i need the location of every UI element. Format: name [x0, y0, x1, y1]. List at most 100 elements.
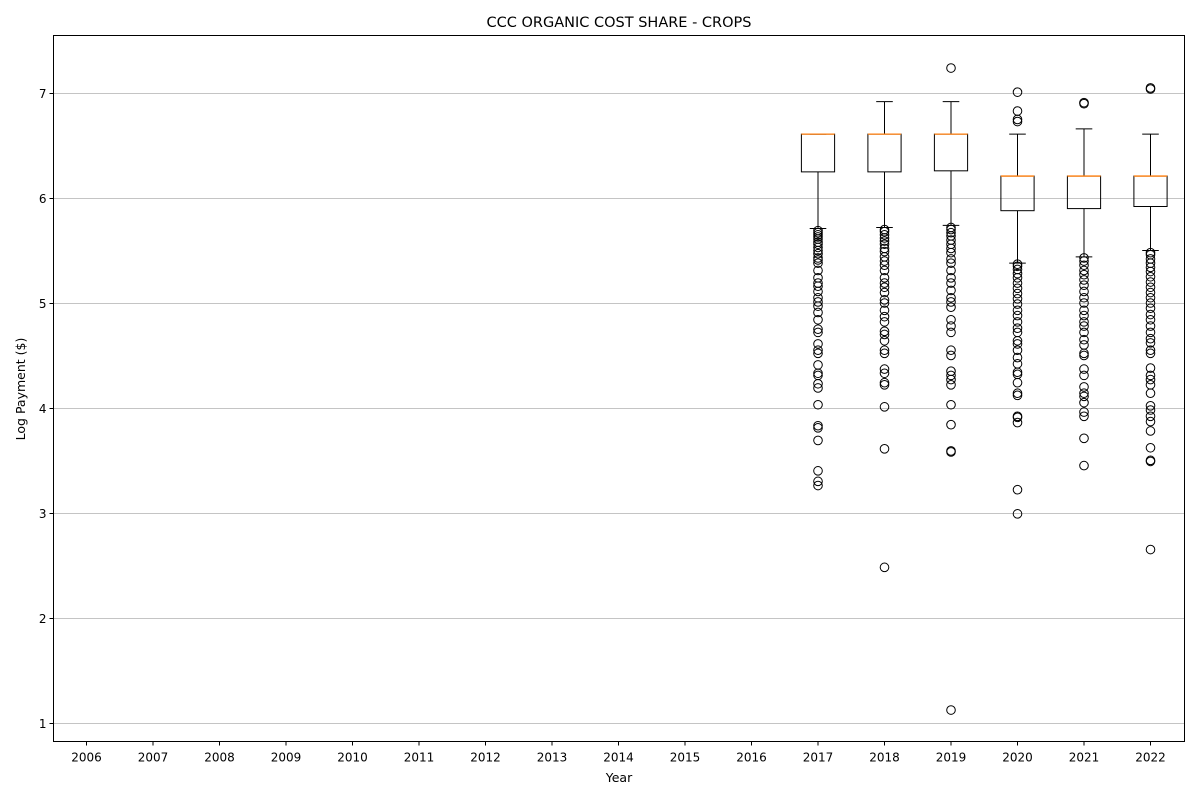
- outlier-point-2021-21: [1079, 286, 1089, 297]
- outlier-point-2017-29: [813, 253, 823, 263]
- outliers-2021: [1079, 97, 1089, 471]
- outlier-point-2018-7: [879, 348, 890, 359]
- x-tick-label-2017: 2017: [803, 751, 834, 765]
- outlier-point-2022-17: [1145, 333, 1156, 344]
- outlier-point-2020-10: [1012, 359, 1023, 369]
- outlier-point-2020-1: [1012, 484, 1023, 495]
- outlier-point-2021-13: [1079, 334, 1089, 345]
- outlier-point-2017-24: [813, 278, 823, 288]
- box-2022: [1133, 133, 1168, 252]
- x-tick-label-2016: 2016: [736, 751, 767, 765]
- outlier-point-2022-28: [1145, 271, 1156, 282]
- x-tick-label-2013: 2013: [537, 751, 568, 765]
- outlier-point-2020-2: [1012, 417, 1023, 428]
- outlier-point-2018-16: [879, 295, 890, 305]
- outlier-point-2018-2: [879, 402, 890, 412]
- outlier-point-2022-20: [1145, 314, 1156, 325]
- outlier-point-2021-8: [1079, 370, 1089, 381]
- outlier-point-2021-6: [1079, 388, 1089, 399]
- outlier-point-2020-27: [1012, 264, 1023, 275]
- y-tick-label-6: 6: [39, 192, 47, 206]
- outlier-point-2021-24: [1079, 269, 1089, 280]
- outlier-point-2021-5: [1079, 391, 1089, 402]
- y-tick-label-2: 2: [39, 612, 47, 626]
- outlier-point-2022-0: [1145, 544, 1156, 555]
- outlier-point-2018-5: [879, 368, 890, 379]
- outliers-2018: [879, 224, 890, 573]
- outlier-point-2017-3: [813, 435, 823, 446]
- box-2021: [1066, 128, 1102, 258]
- outlier-points: [813, 63, 1156, 715]
- x-tick-label-2008: 2008: [204, 751, 235, 765]
- y-axis-label: Log Payment ($): [13, 338, 28, 441]
- outlier-point-2018-19: [879, 278, 890, 288]
- outlier-point-2018-15: [879, 298, 890, 308]
- outlier-point-2019-17: [946, 285, 956, 296]
- outlier-point-2022-10: [1145, 380, 1156, 390]
- y-tick-label-4: 4: [39, 402, 47, 416]
- outlier-point-2019-21: [946, 258, 956, 268]
- box-2020: [1000, 133, 1035, 264]
- outliers-2022: [1145, 83, 1156, 555]
- outlier-point-2022-36: [1145, 83, 1156, 93]
- outlier-point-2017-30: [813, 248, 823, 259]
- outlier-point-2021-7: [1079, 382, 1089, 392]
- x-tick-label-2022: 2022: [1135, 751, 1166, 765]
- outlier-point-2020-29: [1012, 259, 1023, 269]
- chart-title: CCC ORGANIC COST SHARE - CROPS: [487, 15, 752, 31]
- outlier-point-2019-16: [946, 292, 956, 303]
- outlier-point-2020-33: [1012, 87, 1023, 97]
- outlier-point-2021-19: [1079, 298, 1089, 308]
- outlier-point-2022-13: [1145, 363, 1156, 373]
- outlier-point-2019-12: [946, 321, 956, 331]
- outlier-point-2017-11: [813, 360, 823, 370]
- outlier-point-2021-2: [1079, 411, 1089, 422]
- outlier-point-2021-4: [1079, 397, 1089, 408]
- outlier-point-2021-3: [1079, 407, 1089, 417]
- outlier-point-2019-18: [946, 278, 956, 288]
- outlier-point-2021-25: [1079, 265, 1089, 276]
- outlier-point-2021-20: [1079, 292, 1089, 303]
- outlier-point-2017-1: [813, 476, 823, 487]
- outlier-point-2019-9: [946, 350, 956, 361]
- outlier-point-2019-19: [946, 273, 956, 283]
- outlier-point-2019-8: [946, 366, 956, 376]
- outlier-point-2022-34: [1145, 247, 1156, 258]
- x-axis-label: Year: [605, 770, 633, 785]
- outlier-point-2018-28: [879, 236, 890, 246]
- outlier-point-2022-21: [1145, 309, 1156, 320]
- outlier-point-2018-23: [879, 256, 890, 266]
- outlier-point-2020-0: [1012, 509, 1023, 519]
- outlier-point-2017-7: [813, 383, 823, 393]
- outlier-point-2021-26: [1079, 260, 1089, 271]
- outlier-point-2018-8: [879, 345, 890, 356]
- outlier-point-2021-30: [1079, 97, 1089, 108]
- y-tick-label-1: 1: [39, 717, 47, 731]
- outlier-point-2018-13: [879, 311, 890, 322]
- outlier-point-2021-27: [1079, 256, 1089, 266]
- outlier-point-2020-4: [1012, 411, 1023, 422]
- outlier-point-2019-7: [946, 370, 956, 381]
- outlier-point-2018-20: [879, 273, 890, 283]
- outlier-point-2022-19: [1145, 321, 1156, 331]
- outlier-point-2021-14: [1079, 327, 1089, 338]
- outlier-point-2019-20: [946, 265, 956, 276]
- outlier-point-2019-30: [946, 222, 956, 233]
- outlier-point-2019-31: [946, 63, 956, 73]
- outlier-point-2020-22: [1012, 288, 1023, 299]
- outlier-point-2022-4: [1145, 426, 1156, 436]
- outlier-point-2021-1: [1079, 433, 1089, 444]
- outlier-point-2018-18: [879, 282, 890, 293]
- x-tick-label-2006: 2006: [71, 751, 102, 765]
- outlier-point-2018-6: [879, 364, 890, 374]
- x-tick-label-2015: 2015: [670, 751, 701, 765]
- outlier-point-2021-18: [1079, 305, 1089, 316]
- outlier-point-2020-21: [1012, 294, 1023, 304]
- outlier-point-2022-2: [1145, 455, 1156, 466]
- outlier-point-2018-14: [879, 305, 890, 316]
- x-tick-label-2018: 2018: [869, 751, 900, 765]
- outlier-point-2018-25: [879, 246, 890, 257]
- outlier-point-2020-12: [1012, 345, 1023, 356]
- outlier-point-2021-22: [1079, 280, 1089, 290]
